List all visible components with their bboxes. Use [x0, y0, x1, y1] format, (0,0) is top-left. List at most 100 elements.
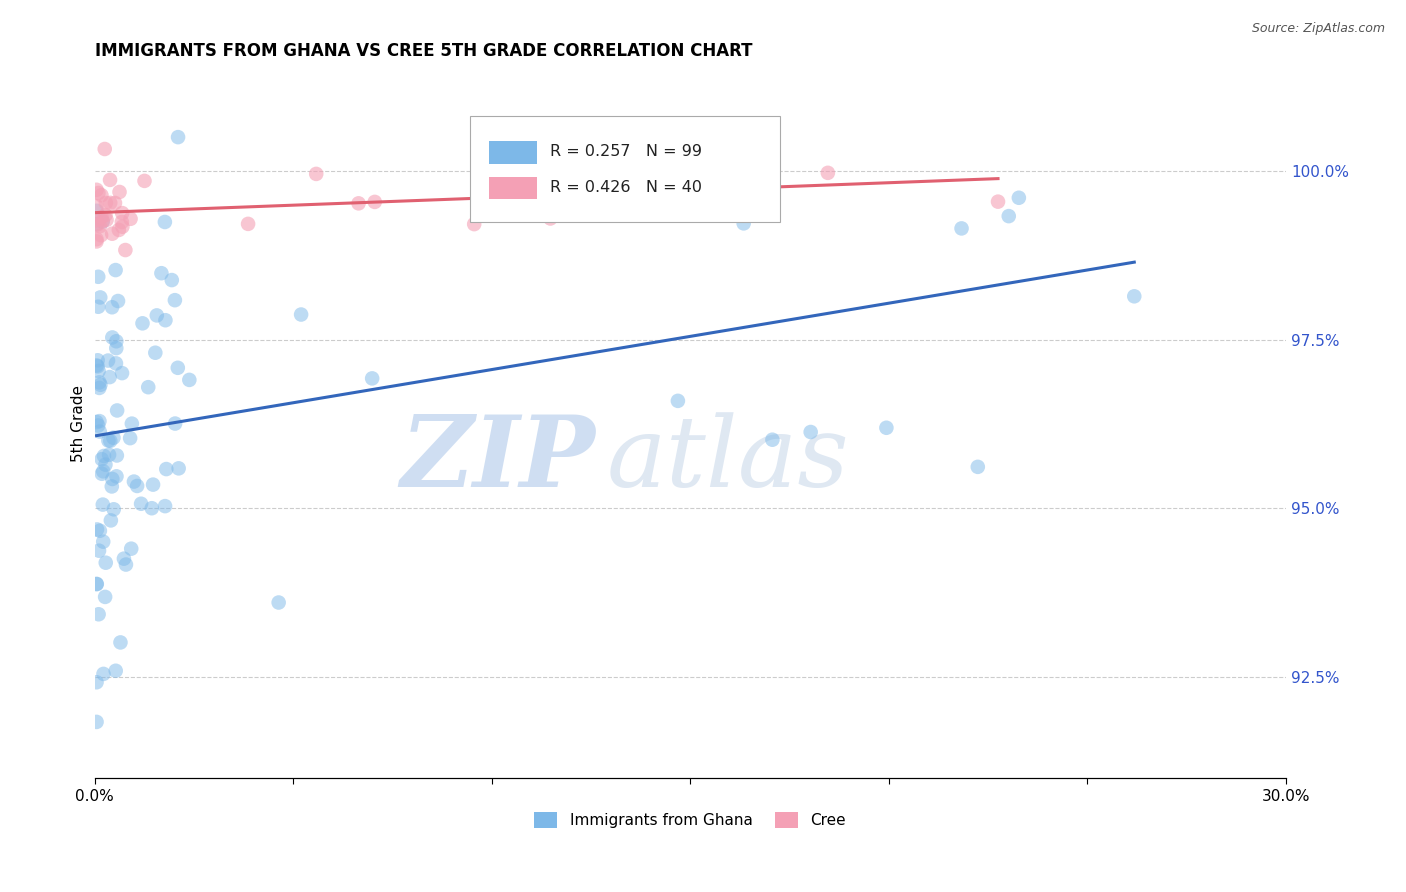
Point	[105, 403, 128, 417]
Point	[347, 196, 370, 211]
Point	[105, 334, 128, 349]
Point	[160, 273, 183, 287]
Point	[361, 371, 384, 385]
Point	[155, 462, 177, 476]
Point	[94, 208, 117, 222]
Point	[112, 551, 135, 566]
Point	[101, 472, 124, 486]
Point	[666, 393, 689, 408]
Point	[86, 415, 108, 429]
Point	[86, 183, 108, 197]
Point	[711, 194, 734, 209]
Point	[86, 359, 108, 374]
Point	[98, 434, 121, 448]
Point	[86, 217, 108, 231]
Point	[94, 556, 117, 570]
Point	[550, 186, 572, 201]
Point	[105, 341, 128, 355]
Point	[127, 479, 149, 493]
Point	[86, 359, 108, 373]
Point	[111, 215, 134, 229]
Point	[167, 461, 190, 475]
Point	[90, 452, 112, 467]
Point	[733, 216, 755, 230]
Point	[97, 434, 120, 448]
Point	[120, 431, 142, 445]
Point	[290, 308, 312, 322]
Point	[146, 309, 169, 323]
Point	[93, 449, 115, 463]
Point	[89, 290, 111, 304]
Point	[89, 219, 111, 234]
Text: IMMIGRANTS FROM GHANA VS CREE 5TH GRADE CORRELATION CHART: IMMIGRANTS FROM GHANA VS CREE 5TH GRADE …	[94, 42, 752, 60]
Text: Source: ZipAtlas.com: Source: ZipAtlas.com	[1251, 22, 1385, 36]
Point	[86, 218, 108, 232]
Point	[950, 221, 973, 235]
Point	[89, 381, 111, 395]
Point	[163, 293, 186, 308]
Point	[966, 459, 988, 474]
Point	[94, 458, 117, 472]
Point	[122, 475, 145, 489]
Point	[121, 417, 143, 431]
Point	[87, 300, 110, 314]
Point	[165, 417, 187, 431]
Point	[87, 607, 110, 622]
Point	[104, 664, 127, 678]
Point	[101, 479, 124, 493]
Point	[101, 300, 124, 314]
Point	[101, 227, 124, 241]
Point	[987, 194, 1010, 209]
Point	[569, 151, 592, 165]
Point	[305, 167, 328, 181]
FancyBboxPatch shape	[470, 116, 779, 222]
Point	[110, 635, 132, 649]
Point	[91, 464, 114, 478]
Legend: Immigrants from Ghana, Cree: Immigrants from Ghana, Cree	[529, 806, 852, 834]
Point	[108, 223, 131, 237]
Point	[136, 380, 159, 394]
Point	[103, 502, 125, 516]
Point	[364, 194, 387, 209]
Point	[179, 373, 201, 387]
Text: ZIP: ZIP	[399, 411, 595, 508]
Point	[98, 173, 121, 187]
Point	[93, 142, 115, 156]
Point	[875, 421, 897, 435]
Point	[166, 360, 188, 375]
Point	[141, 501, 163, 516]
Point	[94, 195, 117, 210]
Point	[91, 498, 114, 512]
Point	[86, 714, 108, 729]
Point	[626, 161, 648, 175]
Point	[153, 215, 176, 229]
Point	[1008, 191, 1031, 205]
Point	[761, 433, 783, 447]
Point	[155, 313, 177, 327]
Point	[90, 188, 112, 202]
Point	[86, 203, 108, 218]
Point	[104, 356, 127, 370]
Point	[96, 212, 118, 227]
Point	[565, 130, 588, 145]
FancyBboxPatch shape	[489, 177, 537, 199]
Point	[120, 211, 142, 226]
Point	[129, 497, 152, 511]
Point	[120, 541, 142, 556]
Point	[105, 449, 128, 463]
Point	[93, 666, 115, 681]
Point	[89, 524, 111, 538]
Point	[91, 214, 114, 228]
Point	[134, 174, 156, 188]
Point	[87, 186, 110, 200]
Point	[800, 425, 823, 439]
Point	[150, 266, 173, 280]
Point	[100, 513, 122, 527]
Point	[90, 210, 112, 224]
Point	[997, 209, 1019, 223]
Point	[91, 534, 114, 549]
Point	[111, 366, 134, 380]
Point	[817, 166, 839, 180]
Point	[167, 130, 190, 145]
Point	[115, 558, 138, 572]
